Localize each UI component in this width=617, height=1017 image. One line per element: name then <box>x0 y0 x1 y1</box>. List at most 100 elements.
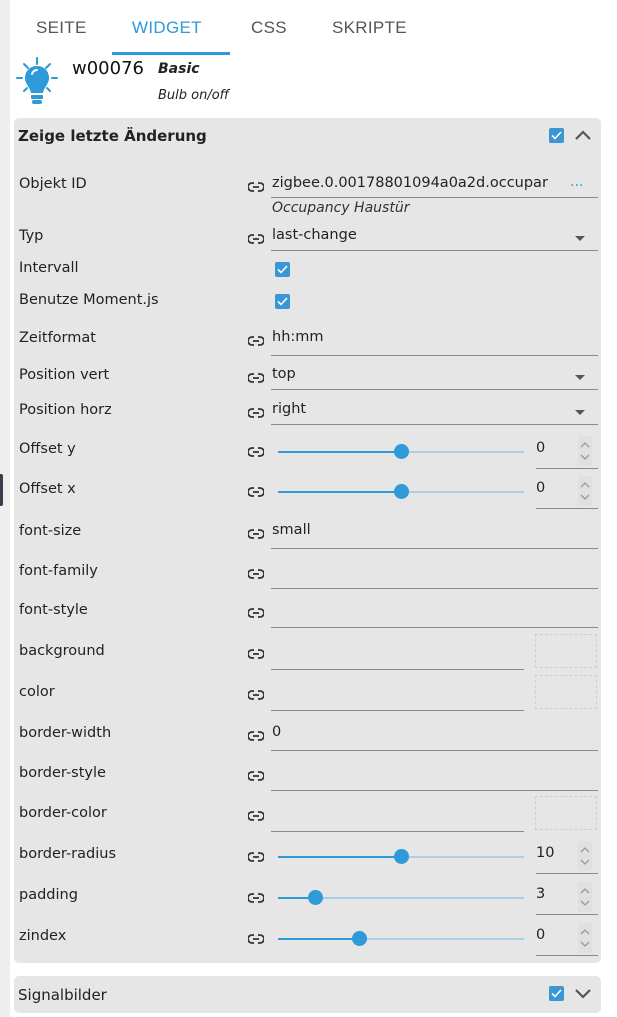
tab-skripte[interactable]: SKRIPTE <box>332 18 407 37</box>
slider-thumb[interactable] <box>394 484 409 499</box>
group-title[interactable]: Signalbilder <box>18 986 107 1004</box>
link-icon[interactable] <box>247 766 265 785</box>
number-input-padding[interactable]: 3 <box>536 886 546 902</box>
left-edge-strip <box>0 0 10 1017</box>
slider-fill <box>278 897 315 899</box>
slider-border-radius[interactable] <box>278 849 524 864</box>
slider-offset-x[interactable] <box>278 484 524 499</box>
field-label-position-horz: Position horz <box>19 402 112 418</box>
number-input-offset-y[interactable]: 0 <box>536 440 546 456</box>
slider-offset-y[interactable] <box>278 444 524 459</box>
spinner-icon[interactable] <box>578 436 592 466</box>
link-icon[interactable] <box>247 403 265 422</box>
input-underline <box>271 831 524 832</box>
checkbox-benutze-moment-js[interactable] <box>275 294 290 309</box>
input-typ[interactable]: last-change <box>272 227 357 243</box>
field-label-border-style: border-style <box>19 765 106 781</box>
tab-seite[interactable]: SEITE <box>36 18 87 37</box>
group-enable-checkbox[interactable] <box>549 986 564 1001</box>
link-icon[interactable] <box>247 685 265 704</box>
slider-fill <box>278 938 360 940</box>
slider-thumb[interactable] <box>307 890 323 905</box>
link-icon[interactable] <box>247 888 265 907</box>
slider-thumb[interactable] <box>352 931 368 946</box>
input-position-vert[interactable]: top <box>272 366 296 382</box>
select-object-button[interactable]: ... <box>570 174 584 190</box>
input-underline <box>271 669 524 670</box>
input-underline <box>271 424 598 425</box>
slider-thumb[interactable] <box>394 444 409 459</box>
link-icon[interactable] <box>247 726 265 745</box>
link-icon[interactable] <box>247 603 265 622</box>
color-swatch[interactable] <box>535 796 597 830</box>
link-icon[interactable] <box>247 564 265 583</box>
link-icon[interactable] <box>247 847 265 866</box>
spinner-icon[interactable] <box>578 923 592 953</box>
caret-down-icon[interactable] <box>575 236 585 241</box>
color-swatch[interactable] <box>535 634 597 668</box>
link-icon[interactable] <box>247 368 265 387</box>
field-label-zeitformat: Zeitformat <box>19 330 96 346</box>
caret-down-icon[interactable] <box>575 410 585 415</box>
link-icon[interactable] <box>247 806 265 825</box>
input-underline <box>271 197 598 198</box>
chevron-up-icon[interactable] <box>574 129 592 141</box>
input-font-size[interactable]: small <box>272 522 311 538</box>
check-icon <box>551 131 562 140</box>
check-icon <box>277 265 288 274</box>
slider-thumb[interactable] <box>394 849 409 864</box>
field-label-typ: Typ <box>19 228 44 244</box>
widget-name: Bulb on/off <box>158 88 230 103</box>
field-label-objekt-id: Objekt ID <box>19 176 87 192</box>
spinner-icon[interactable] <box>578 476 592 506</box>
tab-widget[interactable]: WIDGET <box>132 18 202 37</box>
field-label-zindex: zindex <box>19 928 67 944</box>
active-tab-indicator <box>112 52 230 55</box>
resize-handle[interactable] <box>0 474 3 506</box>
link-icon[interactable] <box>247 229 265 248</box>
color-swatch[interactable] <box>535 675 597 709</box>
link-icon[interactable] <box>247 482 265 501</box>
link-icon[interactable] <box>247 331 265 350</box>
spinner-icon[interactable] <box>578 882 592 912</box>
input-underline <box>271 750 598 751</box>
group-enable-checkbox[interactable] <box>549 128 564 143</box>
check-icon <box>551 989 562 998</box>
input-underline <box>271 790 598 791</box>
field-label-border-width: border-width <box>19 725 112 741</box>
number-input-offset-x[interactable]: 0 <box>536 480 546 496</box>
tab-css[interactable]: CSS <box>251 18 287 37</box>
chevron-down-icon[interactable] <box>574 988 592 1000</box>
field-label-font-size: font-size <box>19 523 82 539</box>
field-label-color: color <box>19 684 55 700</box>
slider-zindex[interactable] <box>278 931 524 946</box>
link-icon[interactable] <box>247 644 265 663</box>
caret-down-icon[interactable] <box>575 375 585 380</box>
widget-set: Basic <box>158 61 200 77</box>
field-label-offset-x: Offset x <box>19 481 76 497</box>
link-icon[interactable] <box>247 929 265 948</box>
checkbox-intervall[interactable] <box>275 262 290 277</box>
field-label-offset-y: Offset y <box>19 441 76 457</box>
input-underline <box>271 548 598 549</box>
input-position-horz[interactable]: right <box>272 401 307 417</box>
input-objekt-id[interactable]: zigbee.0.00178801094a0a2d.occupar <box>272 175 548 191</box>
input-underline <box>271 389 598 390</box>
link-icon[interactable] <box>247 442 265 461</box>
input-underline <box>536 914 598 915</box>
link-icon[interactable] <box>247 177 265 196</box>
input-underline <box>271 588 598 589</box>
input-underline <box>536 873 598 874</box>
input-border-width[interactable]: 0 <box>272 724 282 740</box>
field-label-font-family: font-family <box>19 563 98 579</box>
field-label-benutze-moment-js: Benutze Moment.js <box>19 292 159 308</box>
group-title[interactable]: Zeige letzte Änderung <box>18 127 207 145</box>
field-label-padding: padding <box>19 887 78 903</box>
number-input-zindex[interactable]: 0 <box>536 927 546 943</box>
link-icon[interactable] <box>247 524 265 543</box>
input-zeitformat[interactable]: hh:mm <box>272 329 324 345</box>
number-input-border-radius[interactable]: 10 <box>536 845 555 861</box>
slider-padding[interactable] <box>278 890 524 905</box>
input-underline <box>271 627 598 628</box>
spinner-icon[interactable] <box>578 841 592 871</box>
